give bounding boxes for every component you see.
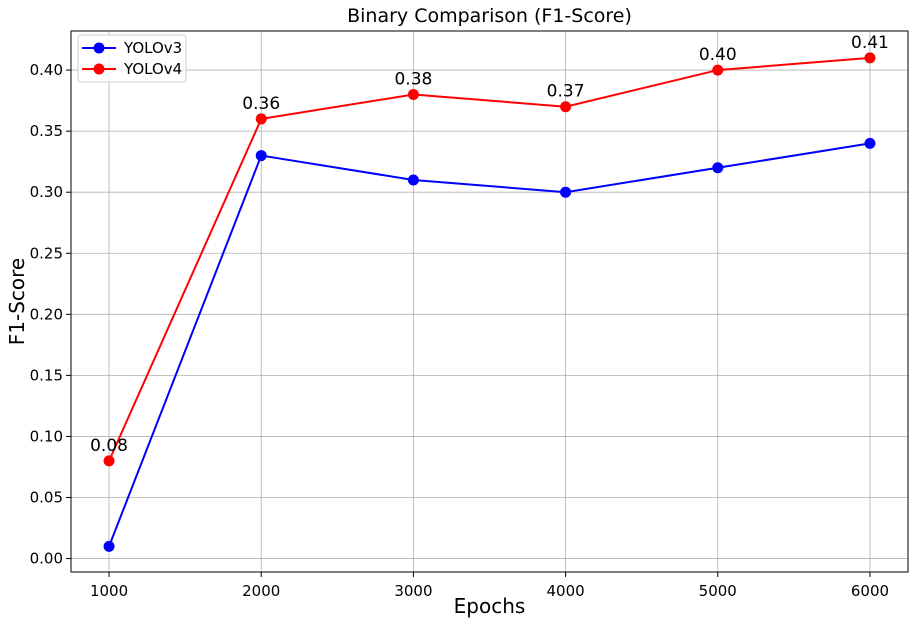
y-tick-label: 0.40 — [30, 61, 63, 79]
x-tick-label: 2000 — [242, 582, 280, 600]
data-point-yolov4 — [712, 64, 724, 76]
plot-frame — [70, 30, 909, 573]
series-line-yolov4 — [108, 56, 871, 462]
legend: YOLOv3 YOLOv4 — [77, 34, 187, 83]
data-point-yolov3 — [407, 174, 419, 186]
legend-label: YOLOv3 — [123, 39, 182, 57]
data-point-yolov4 — [864, 52, 876, 64]
data-point-yolov4 — [255, 113, 267, 125]
legend-label: YOLOv4 — [123, 60, 182, 78]
chart-title: Binary Comparison (F1-Score) — [347, 5, 632, 27]
x-axis-label: Epochs — [454, 594, 526, 618]
data-point-yolov4 — [103, 455, 115, 467]
series-line-yolov3 — [108, 142, 871, 547]
data-label: 0.41 — [851, 33, 889, 53]
data-label: 0.37 — [547, 82, 585, 102]
x-tick-label: 4000 — [546, 582, 584, 600]
y-tick-label: 0.15 — [30, 366, 63, 384]
data-point-yolov3 — [255, 150, 267, 162]
series-layer — [103, 52, 876, 552]
y-tick-label: 0.20 — [30, 305, 63, 323]
data-point-yolov3 — [560, 186, 572, 198]
y-tick-label: 0.00 — [30, 550, 63, 568]
data-label: 0.36 — [242, 94, 280, 114]
data-point-yolov3 — [864, 137, 876, 149]
y-tick-label: 0.30 — [30, 183, 63, 201]
data-point-yolov4 — [560, 101, 572, 113]
data-point-yolov3 — [712, 162, 724, 174]
data-label: 0.08 — [90, 436, 128, 456]
y-axis-label: F1-Score — [5, 258, 29, 345]
data-point-yolov3 — [103, 540, 115, 552]
legend-marker — [93, 63, 105, 75]
data-label: 0.40 — [699, 45, 737, 65]
legend-box — [77, 34, 187, 83]
data-label: 0.38 — [394, 70, 432, 90]
y-tick-label: 0.35 — [30, 122, 63, 140]
legend-marker — [93, 42, 105, 54]
grid-lines — [71, 31, 908, 572]
x-tick-label: 3000 — [394, 582, 432, 600]
x-tick-label: 6000 — [851, 582, 889, 600]
y-tick-label: 0.25 — [30, 244, 63, 262]
x-tick-label: 1000 — [90, 582, 128, 600]
y-tick-label: 0.10 — [30, 427, 63, 445]
data-point-yolov4 — [407, 89, 419, 101]
x-tick-label: 5000 — [699, 582, 737, 600]
axis-ticks: 1000 2000 3000 4000 5000 6000 0.00 0.05 0.10 0.15… — [30, 61, 889, 600]
y-tick-label: 0.05 — [30, 489, 63, 507]
data-labels: 0.08 0.36 0.38 0.37 0.40 0.41 — [90, 33, 889, 456]
